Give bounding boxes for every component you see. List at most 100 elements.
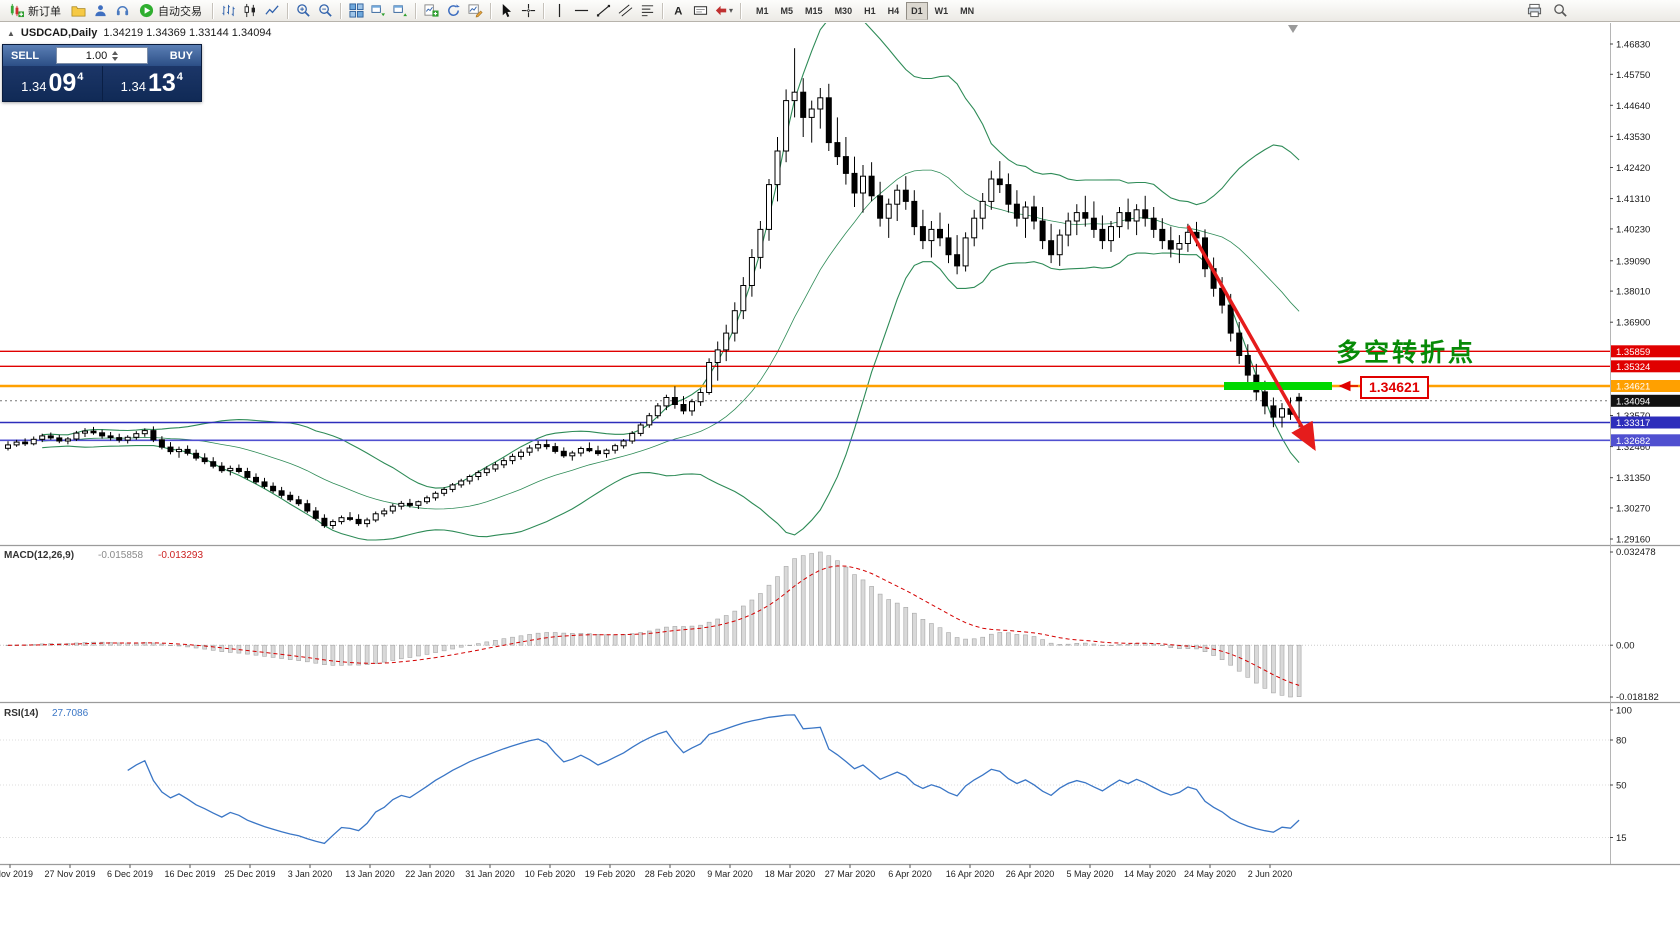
timeframe-d1-button[interactable]: D1 bbox=[906, 1, 928, 20]
candlestick-chart-button[interactable] bbox=[239, 1, 261, 21]
volume-spinner[interactable] bbox=[112, 50, 119, 61]
collapse-panel-icon[interactable]: ▲ bbox=[7, 29, 15, 38]
arrange-descending-icon bbox=[370, 3, 386, 18]
support-button[interactable] bbox=[111, 1, 133, 21]
svg-text:16 Apr 2020: 16 Apr 2020 bbox=[946, 869, 995, 879]
svg-text:1.39090: 1.39090 bbox=[1616, 256, 1650, 267]
auto-trading-play-icon bbox=[139, 3, 154, 18]
timeframe-m30-button[interactable]: M30 bbox=[830, 2, 858, 20]
arrange-ascending-button[interactable] bbox=[389, 1, 411, 21]
svg-text:1.32460: 1.32460 bbox=[1616, 442, 1650, 453]
timeframe-w1-button[interactable]: W1 bbox=[930, 2, 954, 20]
auto-trading-label: 自动交易 bbox=[158, 5, 202, 18]
buy-button[interactable]: 1.34 13 4 bbox=[101, 66, 202, 101]
refresh-button[interactable] bbox=[442, 1, 464, 21]
toolbar-separator bbox=[490, 2, 491, 19]
chart-properties-button[interactable] bbox=[464, 1, 486, 21]
chart-symbol-period: USDCAD,Daily bbox=[20, 27, 98, 39]
svg-text:1.31350: 1.31350 bbox=[1616, 473, 1650, 484]
buy-price-pips: 13 bbox=[147, 69, 176, 97]
auto-trading-button[interactable]: 自动交易 bbox=[133, 1, 208, 21]
timeframe-m15-button[interactable]: M15 bbox=[800, 2, 828, 20]
profiles-button[interactable] bbox=[67, 1, 89, 21]
svg-text:1.44640: 1.44640 bbox=[1616, 101, 1650, 112]
horizontal-line-button[interactable] bbox=[570, 1, 592, 21]
toolbar-separator bbox=[662, 2, 663, 19]
svg-text:1.46830: 1.46830 bbox=[1616, 40, 1650, 51]
svg-text:1.34621: 1.34621 bbox=[1616, 382, 1650, 393]
timeframe-m5-button[interactable]: M5 bbox=[776, 2, 799, 20]
svg-text:27 Mar 2020: 27 Mar 2020 bbox=[825, 869, 876, 879]
svg-text:1.30270: 1.30270 bbox=[1616, 503, 1650, 514]
turning-point-annotation[interactable]: 多空转折点 bbox=[1336, 339, 1477, 367]
crosshair-button[interactable] bbox=[517, 1, 539, 21]
headset-icon bbox=[115, 3, 130, 18]
buy-price-point: 4 bbox=[176, 70, 183, 83]
toolbar-right-group bbox=[1523, 1, 1571, 21]
svg-text:25 Dec 2019: 25 Dec 2019 bbox=[224, 869, 275, 879]
spinner-down-icon[interactable] bbox=[112, 56, 119, 61]
zoom-out-icon bbox=[318, 3, 333, 18]
text-label-button[interactable] bbox=[689, 1, 711, 21]
candlestick-icon bbox=[243, 3, 258, 18]
channel-button[interactable] bbox=[614, 1, 636, 21]
bar-chart-icon bbox=[221, 3, 236, 18]
line-chart-button[interactable] bbox=[261, 1, 283, 21]
svg-text:1.34094: 1.34094 bbox=[1616, 396, 1650, 407]
chart-shift-marker[interactable] bbox=[1288, 25, 1298, 33]
vertical-line-button[interactable] bbox=[548, 1, 570, 21]
bar-chart-button[interactable] bbox=[217, 1, 239, 21]
price-callout[interactable]: 1.34621 bbox=[1360, 376, 1429, 399]
sell-button[interactable]: 1.34 09 4 bbox=[3, 66, 102, 101]
svg-text:10 Feb 2020: 10 Feb 2020 bbox=[525, 869, 576, 879]
cursor-button[interactable] bbox=[495, 1, 517, 21]
svg-text:RSI(14): RSI(14) bbox=[4, 708, 38, 719]
search-button[interactable] bbox=[1549, 1, 1571, 21]
chart-drawings[interactable] bbox=[1186, 225, 1358, 452]
trendline-button[interactable] bbox=[592, 1, 614, 21]
svg-text:16 Dec 2019: 16 Dec 2019 bbox=[164, 869, 215, 879]
community-button[interactable] bbox=[89, 1, 111, 21]
horizontal-line-icon bbox=[574, 3, 589, 18]
timeframe-mn-button[interactable]: MN bbox=[955, 2, 979, 20]
svg-text:0.00: 0.00 bbox=[1616, 641, 1635, 652]
svg-text:1.35324: 1.35324 bbox=[1616, 362, 1650, 373]
svg-text:19 Feb 2020: 19 Feb 2020 bbox=[585, 869, 636, 879]
spinner-up-icon[interactable] bbox=[112, 50, 119, 55]
new-chart-icon bbox=[423, 3, 439, 18]
arrange-descending-button[interactable] bbox=[367, 1, 389, 21]
tile-windows-button[interactable] bbox=[345, 1, 367, 21]
zoom-in-button[interactable] bbox=[292, 1, 314, 21]
timeframe-h1-button[interactable]: H1 bbox=[859, 2, 881, 20]
new-order-button[interactable]: 新订单 bbox=[3, 1, 67, 21]
svg-text:3 Jan 2020: 3 Jan 2020 bbox=[288, 869, 333, 879]
svg-text:2 Jun 2020: 2 Jun 2020 bbox=[1248, 869, 1293, 879]
shapes-button[interactable]: ▾ bbox=[711, 1, 736, 21]
svg-text:0.032478: 0.032478 bbox=[1616, 547, 1656, 558]
text-tool-button[interactable]: A bbox=[667, 1, 689, 21]
text-label-icon bbox=[693, 3, 708, 18]
fibonacci-icon bbox=[640, 3, 655, 18]
svg-text:27 Nov 2019: 27 Nov 2019 bbox=[44, 869, 95, 879]
buy-label[interactable]: BUY bbox=[169, 49, 193, 62]
date-axis[interactable]: 8 Nov 2019 27 Nov 2019 6 Dec 2019 16 Dec 20… bbox=[0, 864, 1293, 880]
svg-text:-0.018182: -0.018182 bbox=[1616, 692, 1659, 703]
toolbar-separator bbox=[740, 2, 742, 19]
sell-label[interactable]: SELL bbox=[11, 49, 40, 62]
timeframe-h4-button[interactable]: H4 bbox=[883, 2, 905, 20]
dropdown-caret-icon: ▾ bbox=[729, 6, 734, 15]
new-order-icon bbox=[9, 3, 24, 18]
crosshair-icon bbox=[521, 3, 536, 18]
print-button[interactable] bbox=[1523, 1, 1545, 21]
timeframe-m1-button[interactable]: M1 bbox=[751, 2, 774, 20]
macd-panel: MACD(12,26,9) -0.015858 -0.013293 0.032478 0… bbox=[0, 547, 1659, 703]
volume-input[interactable]: 1.00 bbox=[56, 47, 148, 64]
fibonacci-button[interactable] bbox=[636, 1, 658, 21]
svg-text:15: 15 bbox=[1616, 833, 1627, 844]
zoom-out-button[interactable] bbox=[314, 1, 336, 21]
price-scale[interactable]: 1.46830 1.45750 1.44640 1.43530 1.42420 1.413… bbox=[1610, 40, 1680, 546]
new-chart-button[interactable] bbox=[420, 1, 442, 21]
chart-properties-icon bbox=[467, 3, 483, 18]
